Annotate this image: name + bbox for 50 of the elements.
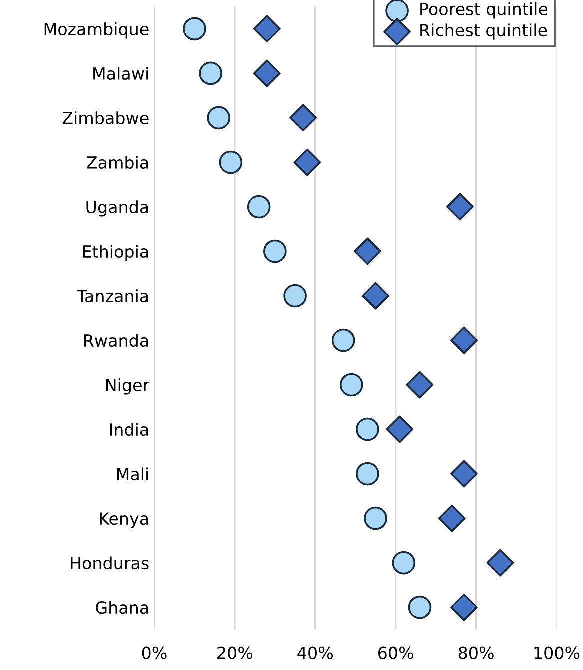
point <box>362 282 390 310</box>
point <box>406 371 434 399</box>
point <box>332 328 356 352</box>
x-tick-label: 60% <box>378 646 414 660</box>
point <box>450 594 478 622</box>
y-tick-label: Niger <box>106 378 150 395</box>
point <box>450 460 478 488</box>
x-tick-label: 80% <box>458 646 494 660</box>
point <box>386 416 414 444</box>
point <box>392 551 416 575</box>
legend-label: Richest quintile <box>420 24 548 40</box>
point <box>446 193 474 221</box>
x-tick-label: 100% <box>534 646 580 660</box>
point <box>408 596 432 620</box>
point <box>264 240 287 264</box>
point <box>364 506 388 530</box>
y-tick-label: Honduras <box>71 556 149 570</box>
y-tick-label: Mali <box>117 468 148 481</box>
point <box>340 373 364 397</box>
x-tick-label: 40% <box>298 646 334 660</box>
point <box>253 60 281 88</box>
y-tick-label: Tanzania <box>77 290 148 303</box>
y-tick-label: Zimbabwe <box>62 112 149 125</box>
x-tick-label: 20% <box>218 646 253 660</box>
y-tick-label: Malawi <box>94 67 148 80</box>
point <box>253 15 281 43</box>
y-tick-label: Ghana <box>96 601 148 614</box>
point <box>219 150 243 174</box>
point <box>356 418 380 442</box>
y-tick-label: Rwanda <box>84 334 148 348</box>
point <box>294 148 322 176</box>
y-tick-label: Kenya <box>100 512 148 528</box>
legend-label: Poorest quintile <box>420 2 548 19</box>
y-tick-label: Mozambique <box>44 22 149 39</box>
point <box>450 326 478 354</box>
point <box>183 17 206 41</box>
point <box>207 106 231 130</box>
x-tick-label: 0% <box>142 646 167 660</box>
y-tick-label: Ethiopia <box>83 245 148 262</box>
point <box>486 549 514 577</box>
point <box>290 104 318 132</box>
point <box>438 504 466 532</box>
y-tick-label: Uganda <box>86 200 148 217</box>
y-tick-label: India <box>110 423 148 436</box>
point <box>284 284 307 308</box>
point <box>247 195 271 219</box>
point <box>354 238 382 266</box>
y-tick-label: Zambia <box>87 156 148 170</box>
point <box>356 462 380 486</box>
point <box>199 62 222 86</box>
